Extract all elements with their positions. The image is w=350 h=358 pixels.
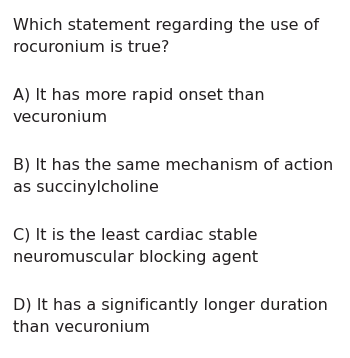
Text: neuromuscular blocking agent: neuromuscular blocking agent <box>13 250 258 265</box>
Text: as succinylcholine: as succinylcholine <box>13 180 159 195</box>
Text: vecuronium: vecuronium <box>13 110 108 125</box>
Text: B) It has the same mechanism of action: B) It has the same mechanism of action <box>13 158 333 173</box>
Text: C) It is the least cardiac stable: C) It is the least cardiac stable <box>13 228 258 243</box>
Text: Which statement regarding the use of: Which statement regarding the use of <box>13 18 319 33</box>
Text: D) It has a significantly longer duration: D) It has a significantly longer duratio… <box>13 298 328 313</box>
Text: rocuronium is true?: rocuronium is true? <box>13 40 169 55</box>
Text: A) It has more rapid onset than: A) It has more rapid onset than <box>13 88 265 103</box>
Text: than vecuronium: than vecuronium <box>13 320 150 335</box>
